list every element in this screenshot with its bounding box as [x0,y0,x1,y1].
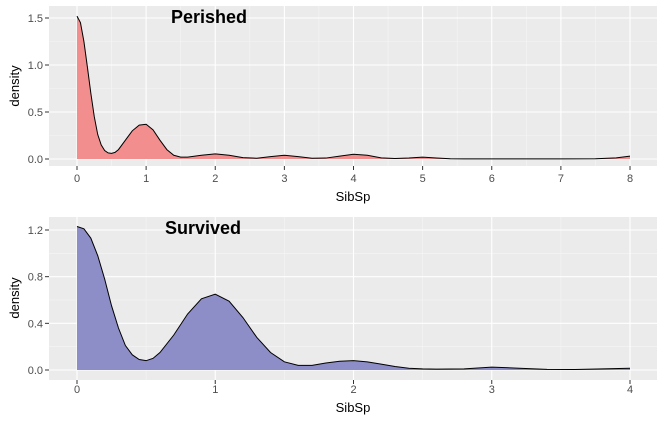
perished-panel: 0 1 2 3 4 5 6 7 8 0.0 0.5 1.0 1.5 Perished SibSp de… [7,6,657,204]
y-tick-label: 1.2 [28,225,43,237]
x-tick-label: 1 [212,384,218,396]
y-tick-label: 0.5 [28,107,43,119]
y-tick-label: 1.5 [28,13,43,25]
x-tick-label: 7 [558,173,564,185]
x-tick-label: 0 [74,384,80,396]
y-tick-label: 0.4 [28,318,43,330]
density-area [77,226,630,370]
x-tick-label: 2 [212,173,218,185]
grid-lines [49,217,657,380]
density-curve [76,226,631,371]
x-axis-title: SibSp [336,400,371,415]
y-tick-label: 0.8 [28,272,43,284]
x-tick-label: 8 [627,173,633,185]
x-tick-label: 1 [143,173,149,185]
x-tick-label: 6 [489,173,495,185]
x-axis-ticks: 0 1 2 3 4 5 6 7 8 [74,166,633,185]
density-area [77,16,630,160]
y-axis-title: density [7,277,22,319]
y-axis-title: density [7,65,22,107]
x-tick-label: 4 [627,384,633,396]
x-tick-label: 2 [350,384,356,396]
x-axis-ticks: 0 1 2 3 4 [74,380,633,396]
y-tick-label: 1.0 [28,60,43,72]
y-tick-label: 0.0 [28,365,43,377]
x-tick-label: 3 [489,384,495,396]
survived-panel: 0 1 2 3 4 0.0 0.4 0.8 1.2 Survived SibSp densit… [7,217,657,415]
density-curve [76,15,631,160]
panel-title: Perished [171,7,247,27]
y-axis-ticks: 0.0 0.5 1.0 1.5 [28,13,49,166]
x-tick-label: 0 [74,173,80,185]
y-axis-ticks: 0.0 0.4 0.8 1.2 [28,225,49,377]
x-tick-label: 3 [281,173,287,185]
x-tick-label: 4 [350,173,356,185]
y-tick-label: 0.0 [28,154,43,166]
x-axis-title: SibSp [336,189,371,204]
panel-title: Survived [165,218,241,238]
x-tick-label: 5 [420,173,426,185]
